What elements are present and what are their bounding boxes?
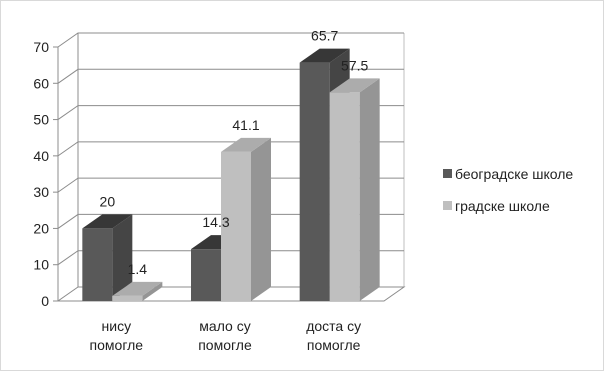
category-label-line: помогле — [198, 337, 252, 353]
gridline — [57, 32, 404, 48]
y-tick-label: 0 — [41, 293, 49, 309]
bar-side — [359, 78, 380, 301]
bar-top — [299, 48, 350, 63]
y-axis-ticks: 0 10 20 30 40 50 60 70 — [33, 39, 58, 309]
bars — [82, 48, 380, 301]
bar-front — [299, 62, 330, 301]
legend-item[interactable]: београдске школе — [443, 166, 573, 182]
legend[interactable]: београдске школе градске школе — [443, 166, 573, 214]
bar-2-1 — [329, 78, 380, 301]
data-label: 41.1 — [232, 117, 259, 133]
category-label: нису помогле — [90, 318, 144, 353]
gridline — [57, 177, 404, 193]
legend-label: београдске школе — [455, 166, 573, 182]
data-labels: 20 1.4 14.3 41.1 65.757.5 — [100, 28, 369, 277]
bar-side — [251, 137, 271, 301]
data-label: 20 — [100, 193, 116, 209]
y-tick-label: 20 — [33, 220, 49, 236]
legend-swatch — [443, 201, 452, 210]
bar-front — [112, 295, 143, 301]
legend-label: градске школе — [455, 198, 550, 214]
gridline — [57, 250, 404, 266]
data-label: 57.5 — [341, 57, 368, 73]
bar-front — [221, 151, 251, 301]
legend-item[interactable]: градске школе — [443, 198, 550, 214]
category-label: доста су помогле — [306, 318, 361, 353]
gridlines — [57, 32, 404, 266]
gridline — [57, 105, 404, 120]
legend-swatch — [443, 169, 452, 178]
bar-front — [82, 228, 113, 301]
bar-side — [112, 214, 133, 301]
data-label: 1.4 — [128, 261, 148, 277]
data-label: 65.7 — [311, 28, 338, 44]
y-tick-label: 70 — [33, 39, 49, 55]
bar-top — [329, 78, 380, 93]
x-axis-labels: нису помогле мало су помогле доста су помогле — [90, 318, 362, 353]
category-label-line: нису — [102, 318, 132, 334]
bar-front — [329, 92, 360, 301]
bar-0-0 — [82, 214, 133, 301]
y-tick-label: 60 — [33, 75, 49, 91]
bar-top — [82, 214, 133, 229]
gridline — [57, 68, 404, 84]
bar-top — [112, 281, 163, 296]
y-tick-label: 10 — [33, 257, 49, 273]
category-label-line: помогле — [307, 337, 361, 353]
y-tick-label: 30 — [33, 184, 49, 200]
bar-front — [191, 249, 221, 301]
category-label-line: доста су — [306, 318, 361, 334]
gridline — [57, 213, 404, 229]
bar-side — [142, 281, 163, 301]
data-label: 14.3 — [202, 214, 229, 230]
bar-top — [221, 137, 271, 152]
bar-1-1 — [221, 137, 271, 301]
y-tick-label: 40 — [33, 148, 49, 164]
category-label: мало су помогле — [198, 318, 252, 353]
bar-0-1 — [112, 281, 163, 301]
category-label-line: мало су — [199, 318, 250, 334]
gridline — [57, 141, 404, 157]
y-tick-label: 50 — [33, 112, 49, 128]
category-label-line: помогле — [90, 337, 144, 353]
